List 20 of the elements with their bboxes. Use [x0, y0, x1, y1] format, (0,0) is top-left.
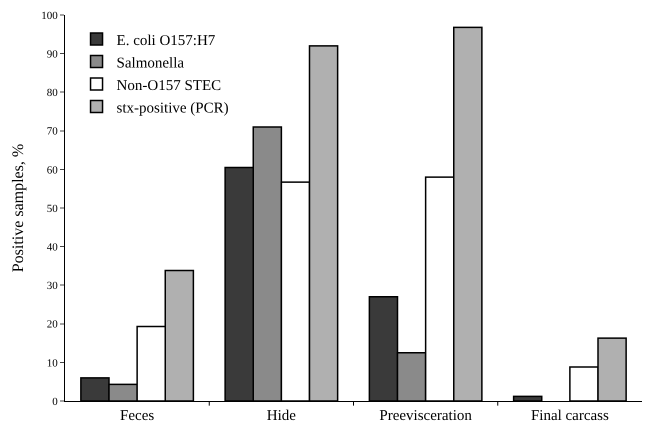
- legend-label: stx-positive (PCR): [116, 100, 229, 116]
- y-tick-label: 100: [41, 10, 58, 22]
- y-tick-label: 80: [46, 87, 58, 100]
- y-tick-label: 60: [46, 164, 58, 176]
- y-axis-title: Positive samples, %: [10, 144, 27, 272]
- y-tick-label: 20: [46, 318, 58, 331]
- y-tick-label: 40: [46, 241, 58, 254]
- x-tick-label: Hide: [266, 408, 296, 424]
- y-tick-label: 30: [46, 280, 58, 292]
- y-tick-label: 0: [52, 396, 58, 408]
- x-tick-label: Feces: [120, 408, 154, 424]
- y-tick-label: 70: [46, 126, 58, 138]
- y-tick-label: 50: [46, 202, 58, 215]
- legend-label: E. coli O157:H7: [116, 32, 216, 49]
- x-tick-label: Preevisceration: [379, 408, 472, 424]
- legend-label: Non-O157 STEC: [116, 78, 222, 94]
- y-tick-label: 10: [46, 357, 58, 370]
- legend-label: Salmonella: [116, 55, 184, 72]
- y-tick-label: 90: [46, 48, 58, 60]
- x-tick-label: Final carcass: [530, 408, 609, 424]
